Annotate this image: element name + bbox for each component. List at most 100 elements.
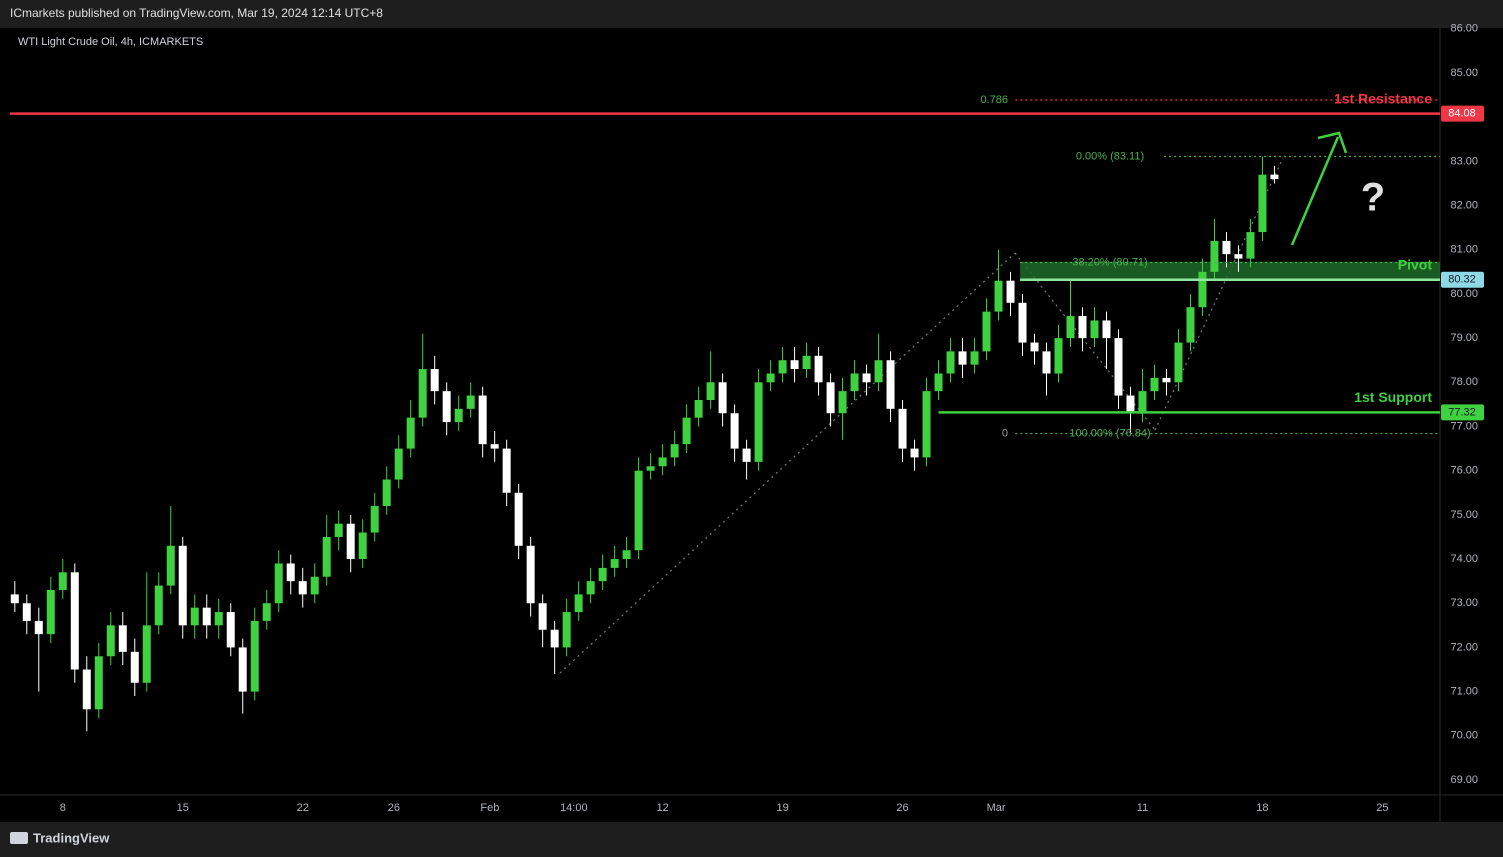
candle-body [514,492,523,546]
level-price-box [1441,105,1484,122]
candle-body [610,559,619,568]
x-tick-label: 26 [388,802,400,814]
candle-body [142,625,151,683]
arrow-shaft [1290,136,1340,246]
y-tick-label: 82.00 [1450,199,1478,211]
candle-body [190,607,199,626]
candle-body [1222,240,1231,255]
candle-body [814,355,823,383]
candle-body [1210,240,1219,272]
candle-body [862,373,871,383]
candle-body [214,612,223,626]
y-tick-label: 72.00 [1450,641,1478,653]
candle-body [550,629,559,648]
candle-body [154,585,163,626]
candle-body [442,391,451,423]
y-tick-label: 83.00 [1450,155,1478,167]
level-price-label: 80.32 [1448,274,1476,286]
fib-label: 38.20% (80.71) [1072,256,1147,268]
fib-label: 100.00% (76.84) [1069,427,1150,439]
candle-body [1006,280,1015,303]
candle-body [1234,254,1243,259]
candle-body [406,417,415,449]
candle-body [46,589,55,635]
candle-body [502,448,511,493]
level-price-label: 77.32 [1448,406,1476,418]
candle-body [1198,271,1207,308]
y-tick-label: 76.00 [1450,465,1478,477]
candle-body [298,581,307,595]
candle-body [202,607,211,626]
candle-body [646,466,655,471]
question-mark: ? [1361,176,1385,220]
candle-body [586,581,595,595]
candle-body [178,545,187,626]
candle-body [1258,174,1267,233]
candle-body [82,669,91,710]
candle-body [22,603,31,621]
candle-body [346,523,355,560]
candle-body [1150,377,1159,392]
candle-body [694,399,703,418]
x-tick-label: Feb [480,802,499,814]
candle-body [742,448,751,462]
level-name: Pivot [1398,257,1433,273]
candle-body [238,647,247,692]
candle-body [874,360,883,383]
candle-body [1090,320,1099,339]
candle-body [10,594,19,604]
candle-body [250,620,259,692]
candle-body [1126,395,1135,414]
candle-body [118,625,127,652]
x-tick-label: 11 [1137,802,1148,814]
candle-body [970,351,979,365]
trend-dotted [1154,157,1284,431]
candle-body [730,413,739,449]
trend-dotted [559,252,1016,674]
candle-body [754,382,763,462]
candle-body [286,563,295,582]
candle-body [130,651,139,683]
level-name: 1st Support [1354,389,1432,405]
candle-body [478,395,487,445]
candle-body [1066,316,1075,339]
level-price-box [1441,404,1484,421]
candle-body [490,444,499,449]
candle-body [886,360,895,409]
y-tick-label: 74.00 [1450,553,1478,565]
candle-body [226,612,235,648]
y-tick-label: 75.00 [1450,509,1478,521]
candle-body [670,444,679,458]
brand-logo [10,832,28,844]
candle-body [1114,338,1123,396]
candle-body [1102,320,1111,339]
x-tick-label: Mar [987,802,1006,814]
candle-body [838,391,847,414]
y-tick-label: 79.00 [1450,332,1478,344]
candle-body [334,523,343,537]
candle-body [370,506,379,533]
candle-body [598,567,607,582]
candle-body [538,603,547,630]
candle-body [1186,307,1195,343]
candle-body [622,550,631,560]
y-tick-label: 78.00 [1450,376,1478,388]
level-price-label: 84.08 [1448,108,1476,120]
arrow-head [1317,131,1348,154]
chart-pane [0,28,1503,822]
y-tick-label: 69.00 [1450,774,1478,786]
candle-body [658,457,667,467]
y-tick-label: 70.00 [1450,730,1478,742]
candle-body [994,280,1003,312]
x-tick-label: 12 [656,802,668,814]
candle-body [1174,342,1183,383]
candle-body [1162,377,1171,383]
pivot-zone [1020,261,1440,280]
candle-body [34,620,43,635]
x-tick-label: 8 [60,802,66,814]
plot: 69.00 70.00 71.00 72.00 73.00 74.00 75.00 76.00… [10,23,1484,814]
candle-body [274,563,283,604]
candle-body [958,351,967,365]
y-tick-label: 86.00 [1450,23,1478,35]
